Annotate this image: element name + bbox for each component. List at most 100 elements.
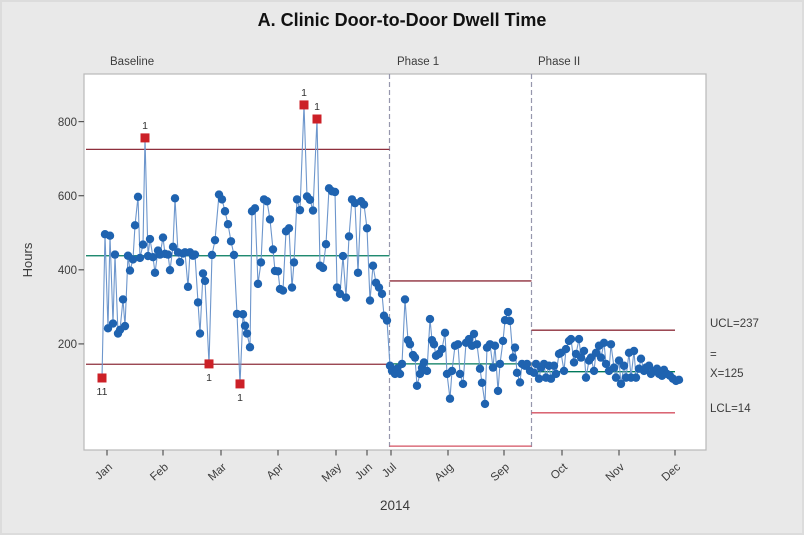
data-point — [495, 359, 505, 369]
data-point — [138, 240, 148, 249]
data-point — [108, 319, 118, 328]
data-point — [529, 368, 539, 377]
data-point — [508, 353, 518, 362]
y-tick-800: 800 — [58, 117, 77, 129]
data-point — [561, 344, 571, 354]
data-point — [289, 258, 299, 267]
data-point — [445, 394, 455, 403]
data-point — [240, 321, 250, 330]
data-point — [440, 328, 450, 337]
data-point — [559, 366, 569, 376]
data-point — [636, 354, 646, 363]
data-point — [145, 234, 155, 244]
data-point — [374, 283, 384, 292]
data-point — [629, 346, 639, 356]
data-point — [265, 215, 275, 224]
annotation-xbar: X=125 — [710, 368, 744, 380]
data-point — [503, 307, 513, 317]
x-tick-feb: Feb — [148, 461, 171, 483]
out-of-control-label: 1 — [206, 372, 212, 384]
data-point — [601, 359, 611, 369]
data-point — [469, 329, 479, 339]
data-point — [429, 340, 439, 349]
data-point — [284, 224, 294, 233]
data-point — [611, 373, 621, 382]
x-tick-jul: Jul — [380, 461, 399, 480]
data-point — [273, 267, 283, 276]
x-tick-nov: Nov — [604, 461, 627, 484]
data-point — [133, 192, 143, 202]
x-tick-aug: Aug — [433, 461, 456, 484]
out-of-control-label: 1 — [142, 120, 148, 132]
data-point — [599, 338, 609, 347]
data-point — [353, 268, 363, 277]
data-point — [447, 366, 457, 376]
data-point — [193, 298, 203, 307]
data-point — [341, 293, 351, 302]
data-point — [238, 310, 248, 319]
data-point — [229, 250, 239, 260]
x-tick-may: May — [320, 461, 344, 485]
data-point — [419, 358, 429, 367]
x-axis-title: 2014 — [380, 498, 411, 513]
y-axis-title: Hours — [20, 242, 35, 277]
data-point — [278, 286, 288, 295]
x-tick-jun: Jun — [353, 461, 375, 482]
data-point — [397, 359, 407, 369]
data-point — [125, 266, 135, 275]
data-point — [110, 250, 120, 259]
x-tick-sep: Sep — [489, 461, 512, 484]
data-point — [135, 253, 145, 263]
annotation-ucl: UCL=237 — [710, 318, 759, 330]
data-point — [512, 368, 522, 377]
data-point — [198, 269, 208, 278]
data-point — [631, 373, 641, 382]
data-point — [589, 366, 599, 376]
data-point — [644, 361, 654, 370]
data-point — [220, 207, 230, 216]
phase-label-phase2: Phase II — [538, 56, 580, 68]
data-point — [581, 373, 591, 382]
data-point — [226, 237, 236, 246]
data-point — [118, 295, 128, 304]
y-tick-200: 200 — [58, 339, 77, 351]
data-point — [262, 197, 272, 206]
data-point — [335, 289, 345, 299]
y-tick-400: 400 — [58, 265, 77, 277]
out-of-control-point — [312, 114, 322, 124]
data-point — [505, 316, 515, 326]
data-point — [472, 340, 482, 349]
plot-area — [84, 74, 706, 450]
data-point — [165, 265, 175, 275]
data-point — [422, 366, 432, 376]
data-point — [616, 379, 626, 389]
data-point — [128, 255, 138, 264]
data-point — [210, 235, 220, 245]
data-point — [359, 200, 369, 209]
phase-label-baseline: Baseline — [110, 56, 154, 68]
data-point — [458, 379, 468, 389]
data-point — [168, 242, 178, 252]
data-point — [344, 232, 354, 241]
out-of-control-point — [299, 100, 309, 110]
out-of-control-label: 1 — [314, 101, 320, 113]
data-point — [490, 341, 500, 350]
data-point — [183, 282, 193, 292]
data-point — [232, 309, 242, 319]
data-point — [287, 283, 297, 292]
data-point — [217, 195, 227, 204]
data-point — [453, 340, 463, 349]
data-point — [305, 195, 315, 204]
data-point — [223, 220, 233, 229]
x-tick-oct: Oct — [549, 461, 571, 482]
data-point — [549, 361, 559, 370]
data-point — [130, 221, 140, 230]
x-tick-jan: Jan — [93, 461, 115, 482]
data-point — [268, 245, 278, 254]
out-of-control-label: 1 — [301, 87, 307, 99]
data-point — [332, 283, 342, 292]
data-point — [510, 343, 520, 352]
data-point — [253, 279, 263, 289]
data-point — [338, 251, 348, 261]
